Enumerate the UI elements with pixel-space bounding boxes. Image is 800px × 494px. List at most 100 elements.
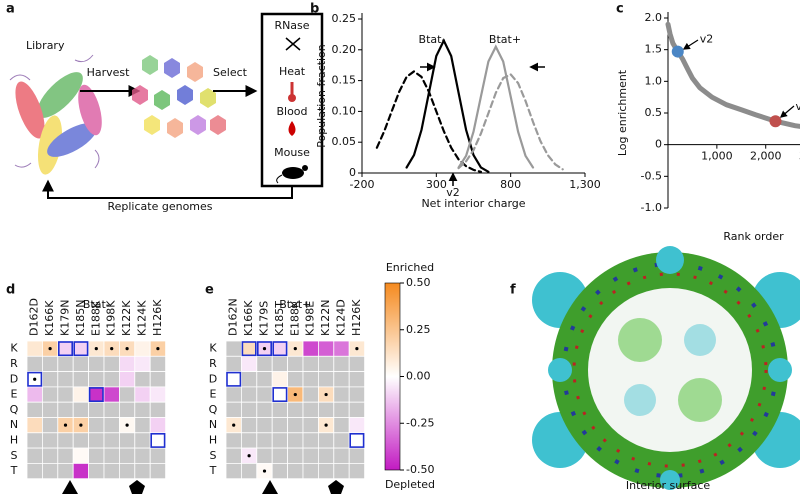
column-label: K124D bbox=[335, 299, 348, 336]
y-tick-label: 0 bbox=[655, 138, 662, 151]
thermometer-icon bbox=[288, 82, 296, 102]
empty-cell bbox=[287, 462, 304, 480]
y-tick-label: 0.10 bbox=[332, 104, 357, 117]
x-tick-label: 1,300 bbox=[569, 178, 601, 191]
blood-icon bbox=[288, 121, 296, 136]
empty-cell bbox=[256, 355, 273, 372]
row-label: N bbox=[209, 418, 217, 431]
heat-cell bbox=[72, 447, 89, 464]
y-axis-label: Log enrichment bbox=[616, 69, 629, 156]
empty-cell bbox=[57, 432, 74, 449]
significance-dot bbox=[232, 423, 236, 427]
column-label: K166K bbox=[43, 300, 56, 336]
empty-cell bbox=[333, 447, 350, 464]
column-label: K198E bbox=[304, 301, 317, 336]
empty-cell bbox=[119, 386, 136, 403]
column-label: D162N bbox=[227, 298, 240, 336]
x-tick-label: 3,000 bbox=[799, 150, 800, 163]
row-label: S bbox=[210, 449, 217, 462]
empty-cell bbox=[42, 401, 59, 418]
significance-dot bbox=[125, 423, 129, 427]
empty-cell bbox=[72, 355, 89, 372]
heat-cell bbox=[240, 355, 258, 372]
y-axis-label: Population fraction bbox=[315, 44, 328, 148]
empty-cell bbox=[225, 340, 242, 357]
column-label: K179N bbox=[59, 300, 72, 336]
row-label: T bbox=[10, 464, 18, 477]
empty-cell bbox=[271, 401, 289, 418]
empty-cell bbox=[134, 371, 151, 388]
panel-letter: e bbox=[205, 283, 214, 298]
empty-cell bbox=[256, 401, 273, 418]
heat-cell bbox=[302, 340, 319, 357]
empty-cell bbox=[103, 355, 120, 372]
heatmap-title: Btat+ bbox=[279, 298, 311, 311]
row-label: S bbox=[11, 449, 18, 462]
significance-dot bbox=[156, 347, 160, 351]
mouse-icon bbox=[276, 165, 308, 184]
empty-cell bbox=[302, 401, 319, 418]
density-line bbox=[457, 44, 535, 169]
column-label: K124K bbox=[136, 300, 149, 336]
panel-letter: b bbox=[310, 2, 319, 17]
row-label: N bbox=[10, 418, 18, 431]
harvested-capsids bbox=[132, 55, 226, 138]
y-tick-label: 0.15 bbox=[332, 74, 357, 87]
density-line bbox=[405, 38, 490, 173]
empty-cell bbox=[134, 432, 151, 449]
wild-type-box bbox=[150, 432, 166, 448]
significance-dot bbox=[63, 423, 68, 427]
empty-cell bbox=[348, 401, 366, 418]
selection-label: RNase bbox=[274, 19, 309, 32]
empty-cell bbox=[149, 462, 166, 480]
empty-cell bbox=[302, 432, 319, 449]
empty-cell bbox=[26, 355, 43, 372]
library-label: Library bbox=[26, 39, 65, 52]
empty-cell bbox=[26, 401, 43, 418]
empty-cell bbox=[240, 401, 258, 418]
row-label: R bbox=[10, 357, 18, 370]
empty-cell bbox=[26, 447, 43, 464]
y-tick-label: -0.5 bbox=[641, 169, 662, 182]
empty-cell bbox=[287, 371, 304, 388]
empty-cell bbox=[240, 417, 258, 434]
x-tick-label: 300 bbox=[426, 178, 447, 191]
empty-cell bbox=[302, 462, 319, 480]
empty-cell bbox=[88, 432, 105, 449]
empty-cell bbox=[88, 355, 105, 372]
empty-cell bbox=[240, 462, 258, 480]
empty-cell bbox=[333, 462, 350, 480]
feedback-label: Replicate genomes bbox=[107, 200, 212, 213]
empty-cell bbox=[240, 386, 258, 403]
heat-cell bbox=[26, 386, 43, 403]
empty-cell bbox=[103, 371, 120, 388]
heat-cell bbox=[119, 371, 136, 388]
annotation: v2 bbox=[446, 186, 460, 199]
empty-cell bbox=[42, 355, 59, 372]
empty-cell bbox=[134, 462, 151, 480]
empty-cell bbox=[88, 417, 105, 434]
empty-cell bbox=[134, 401, 151, 418]
wild-type-box bbox=[73, 341, 89, 357]
empty-cell bbox=[119, 447, 136, 464]
structure-image bbox=[532, 246, 800, 490]
empty-cell bbox=[57, 355, 74, 372]
empty-cell bbox=[225, 401, 242, 418]
wild-type-box bbox=[88, 387, 104, 402]
panel-f: f Interior surface bbox=[510, 246, 800, 492]
heat-cell bbox=[225, 371, 242, 388]
empty-cell bbox=[225, 386, 242, 403]
empty-cell bbox=[271, 462, 289, 480]
wild-type-box bbox=[226, 371, 242, 387]
heat-cell bbox=[134, 386, 151, 403]
heat-cell bbox=[26, 417, 43, 434]
empty-cell bbox=[88, 371, 105, 388]
row-label: H bbox=[10, 433, 18, 446]
empty-cell bbox=[317, 371, 335, 388]
annotation: Btat- bbox=[419, 33, 446, 46]
scissors-icon bbox=[285, 37, 301, 51]
empty-cell bbox=[302, 371, 319, 388]
empty-cell bbox=[317, 447, 335, 464]
empty-cell bbox=[134, 417, 151, 434]
